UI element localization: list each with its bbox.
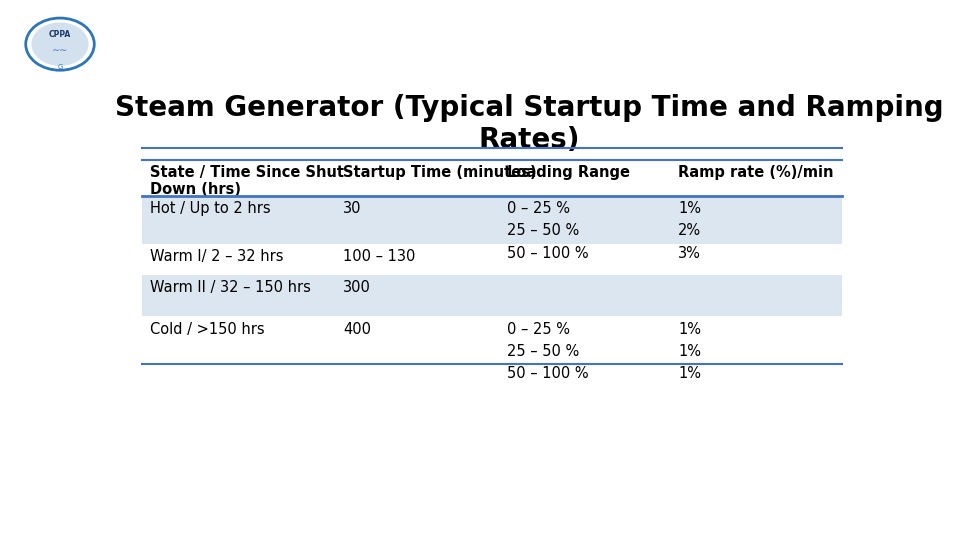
Text: 0 – 25 %
25 – 50 %
50 – 100 %: 0 – 25 % 25 – 50 % 50 – 100 % <box>507 322 588 381</box>
Circle shape <box>32 23 88 66</box>
Text: 1%
1%
1%: 1% 1% 1% <box>678 322 701 381</box>
Text: CPPA: CPPA <box>49 30 71 39</box>
Text: Loading Range: Loading Range <box>507 165 630 180</box>
FancyBboxPatch shape <box>142 160 842 196</box>
Text: G: G <box>58 64 62 70</box>
FancyBboxPatch shape <box>142 196 842 244</box>
Text: ∼∼: ∼∼ <box>52 45 68 56</box>
Text: Cold / >150 hrs: Cold / >150 hrs <box>150 322 264 337</box>
FancyBboxPatch shape <box>142 316 842 364</box>
Text: 300: 300 <box>344 280 372 295</box>
Text: Hot / Up to 2 hrs: Hot / Up to 2 hrs <box>150 201 271 216</box>
FancyBboxPatch shape <box>142 275 842 316</box>
Text: 100 – 130: 100 – 130 <box>344 249 416 264</box>
Text: Ramp rate (%)/min: Ramp rate (%)/min <box>678 165 833 180</box>
Text: 400: 400 <box>344 322 372 337</box>
Text: Startup Time (minutes): Startup Time (minutes) <box>344 165 537 180</box>
Text: www.cppa.gov.pk: www.cppa.gov.pk <box>761 516 871 529</box>
Text: 0 – 25 %
25 – 50 %
50 – 100 %: 0 – 25 % 25 – 50 % 50 – 100 % <box>507 201 588 261</box>
Text: Warm II / 32 – 150 hrs: Warm II / 32 – 150 hrs <box>150 280 311 295</box>
Text: Steam Generator (Typical Startup Time and Ramping
Rates): Steam Generator (Typical Startup Time an… <box>115 94 944 154</box>
FancyBboxPatch shape <box>142 244 842 275</box>
Text: State / Time Since Shut
Down (hrs): State / Time Since Shut Down (hrs) <box>150 165 344 197</box>
Text: 30: 30 <box>344 201 362 216</box>
Text: 1%
2%
3%: 1% 2% 3% <box>678 201 701 261</box>
Text: Warm I/ 2 – 32 hrs: Warm I/ 2 – 32 hrs <box>150 249 283 264</box>
